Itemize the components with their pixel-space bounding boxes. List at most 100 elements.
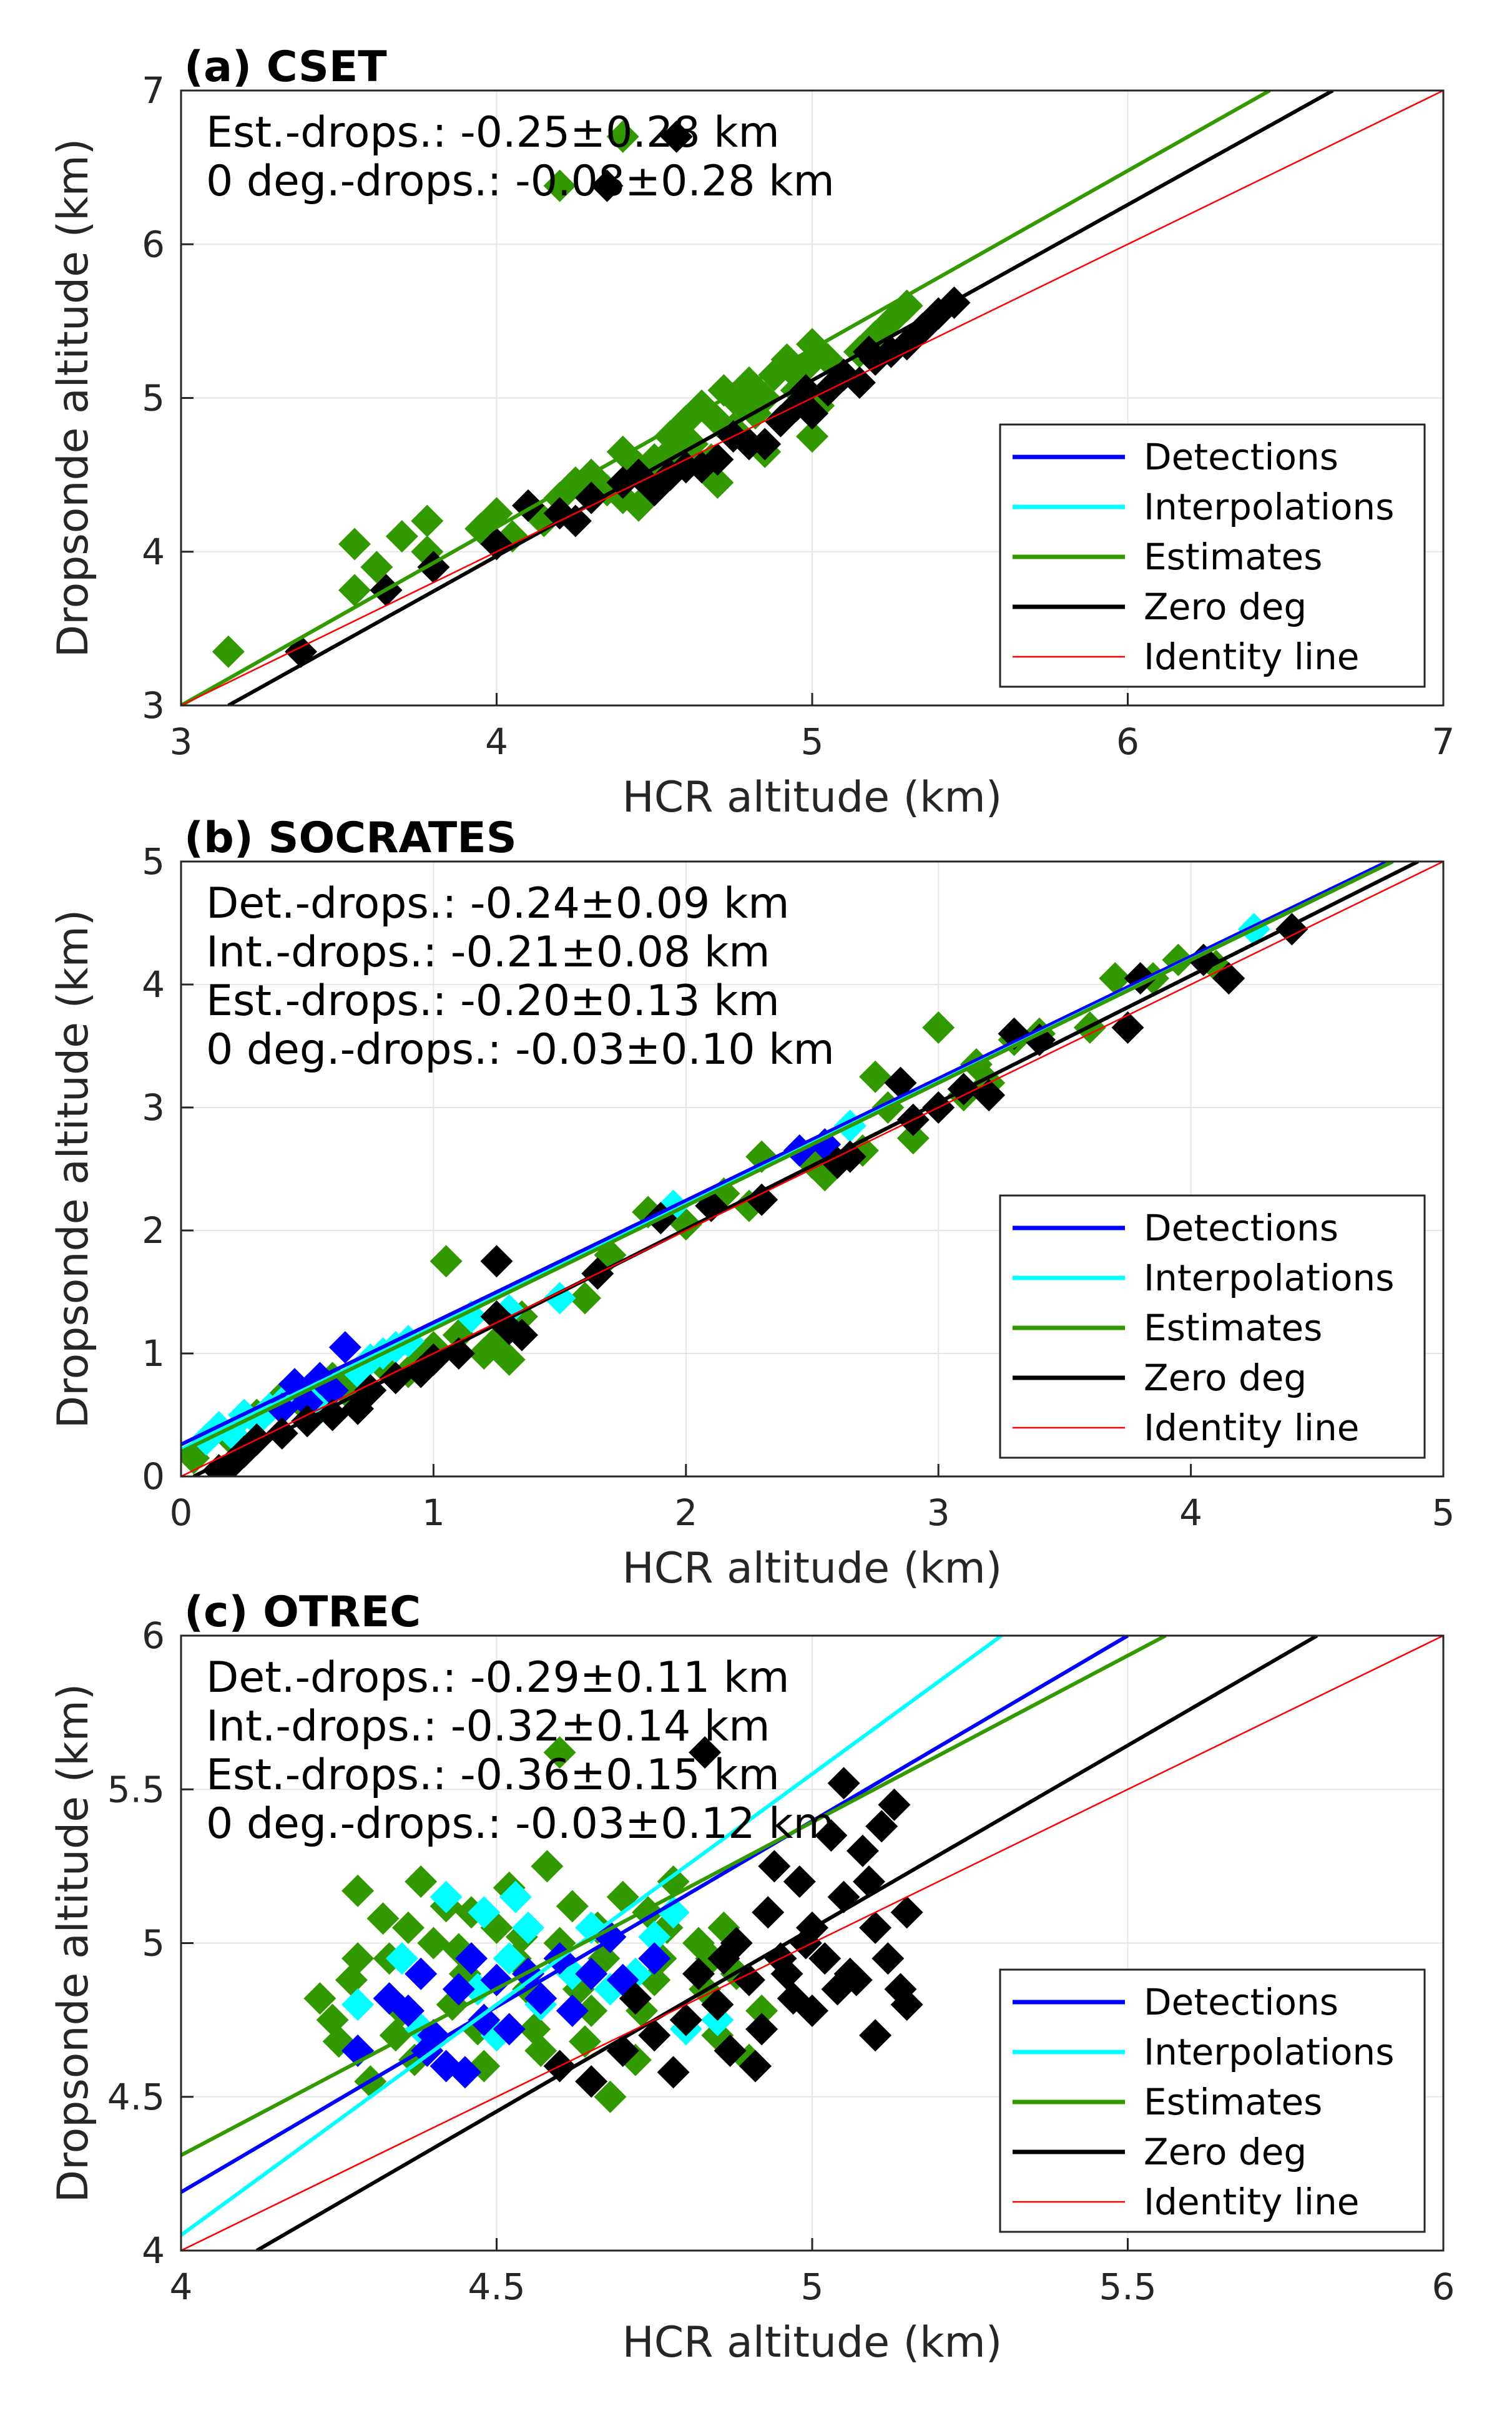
point-zero-deg [859, 1911, 892, 1944]
point-detections [405, 1957, 438, 1990]
point-zero-deg [789, 374, 822, 407]
stat-annotation: Det.-drops.: -0.24±0.09 km [206, 879, 790, 928]
fit-line-estimates [181, 91, 1271, 705]
point-zero-deg [878, 1788, 911, 1821]
panel-title: (c) OTREC [184, 1588, 421, 1637]
y-tick-label: 4 [142, 963, 165, 1006]
axes-box [180, 89, 1445, 707]
point-zero-deg [815, 1819, 848, 1852]
x-tick-label: 4 [170, 2266, 193, 2308]
point-zero-deg [871, 1942, 905, 1975]
y-tick-label: 4 [142, 2229, 165, 2272]
data-layer [181, 1636, 1443, 2251]
y-tick-label: 5 [142, 377, 165, 420]
panel-title: (a) CSET [184, 42, 387, 92]
point-estimates [341, 1874, 375, 1907]
point-estimates [430, 1245, 463, 1278]
point-estimates [391, 1911, 425, 1944]
legend: Detections Interpolations Estimates Zero de… [999, 1968, 1426, 2233]
point-zero-deg [796, 1994, 828, 2027]
y-tick-label: 5.5 [107, 1768, 165, 1810]
x-tick-label: 5 [801, 2266, 824, 2308]
point-interpolations [468, 1896, 501, 1929]
point-estimates [749, 381, 782, 415]
legend-label: Detections [1144, 1981, 1338, 2023]
point-zero-deg [884, 1973, 917, 2006]
point-detections [455, 1942, 488, 1975]
point-zero-deg [657, 2056, 690, 2089]
point-estimates [531, 1850, 564, 1883]
legend: Detections Interpolations Estimates Zero de… [999, 423, 1426, 688]
point-zero-deg [846, 1834, 879, 1867]
y-tick-label: 4.5 [107, 2076, 165, 2118]
legend-label: Zero deg [1144, 1357, 1307, 1399]
legend-label: Identity line [1144, 2181, 1359, 2223]
x-tick-label: 4 [485, 720, 508, 763]
x-axis-label: HCR altitude (km) [622, 2318, 1003, 2367]
point-estimates [379, 2019, 412, 2052]
point-estimates [922, 1011, 955, 1044]
x-tick-label: 7 [1432, 720, 1455, 763]
x-tick-label: 0 [170, 1491, 193, 1534]
x-tick-label: 5 [801, 720, 824, 763]
point-zero-deg [890, 1896, 923, 1929]
fit-line-identity-line [181, 862, 1443, 1476]
fit-line-zero-deg [227, 91, 1334, 705]
point-estimates [569, 1282, 602, 1315]
axes-box [180, 1634, 1445, 2252]
point-estimates [360, 551, 393, 584]
stat-annotation: 0 deg.-drops.: -0.08±0.28 km [206, 157, 835, 206]
point-detections [575, 1957, 608, 1990]
point-estimates [606, 120, 639, 153]
point-detections [448, 2056, 481, 2089]
point-interpolations [512, 1911, 545, 1944]
point-zero-deg [770, 1957, 803, 1990]
legend-label: Detections [1144, 1207, 1338, 1249]
point-estimates [405, 1865, 438, 1898]
stat-annotation: Int.-drops.: -0.32±0.14 km [206, 1702, 770, 1751]
legend-label: Estimates [1144, 536, 1322, 578]
point-zero-deg [821, 1973, 854, 2006]
point-estimates [316, 2003, 349, 2036]
point-detections [524, 1982, 557, 2015]
y-tick-label: 4 [142, 531, 165, 573]
legend: Detections Interpolations Estimates Zero de… [999, 1194, 1426, 1459]
point-zero-deg [701, 1988, 734, 2021]
point-estimates [338, 574, 371, 607]
panel-title: (b) SOCRATES [184, 813, 517, 863]
panel-2: 4 4.5 5 5.5 6 4 4.5 5 5.5 6 (c) OTREC Det.-drops.: … [49, 1588, 1455, 2367]
stat-annotation: Det.-drops.: -0.29±0.11 km [206, 1653, 790, 1702]
y-tick-label: 2 [142, 1209, 165, 1252]
point-estimates [338, 528, 371, 561]
x-tick-label: 3 [170, 720, 193, 763]
point-zero-deg [701, 443, 734, 476]
point-detections [328, 1331, 361, 1364]
point-estimates [518, 2013, 551, 2046]
fit-line-detections [181, 862, 1389, 1446]
legend-label: Identity line [1144, 636, 1359, 678]
point-interpolations [499, 1880, 532, 1913]
legend-label: Interpolations [1144, 1257, 1394, 1299]
point-detections [480, 1963, 513, 1996]
point-estimates [594, 2080, 627, 2113]
point-zero-deg [575, 2065, 608, 2098]
stat-annotation: Est.-drops.: -0.36±0.15 km [206, 1751, 780, 1800]
fit-line-identity-line [181, 1636, 1443, 2251]
x-axis-label: HCR altitude (km) [622, 773, 1003, 822]
point-zero-deg [660, 120, 693, 153]
y-tick-label: 3 [142, 1086, 165, 1129]
y-tick-label: 1 [142, 1332, 165, 1375]
x-tick-label: 6 [1116, 720, 1139, 763]
point-estimates [212, 635, 245, 668]
point-zero-deg [638, 2019, 671, 2052]
x-tick-label: 4.5 [468, 2266, 525, 2308]
point-interpolations [385, 1942, 418, 1975]
point-estimates [745, 1994, 778, 2027]
point-zero-deg [745, 1183, 778, 1216]
stat-annotation: Est.-drops.: -0.25±0.28 km [206, 108, 780, 157]
point-zero-deg [796, 397, 828, 430]
y-axis-label: Dropsonde altitude (km) [49, 910, 98, 1429]
point-estimates [543, 169, 576, 202]
point-zero-deg [783, 1865, 816, 1898]
